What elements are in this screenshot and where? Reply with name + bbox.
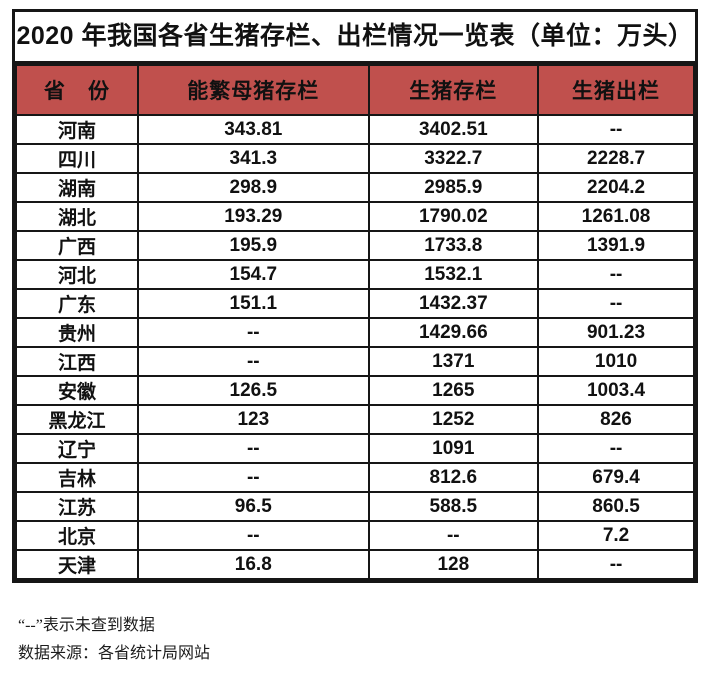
value-cell: 341.3 bbox=[137, 143, 370, 174]
value-cell: 1391.9 bbox=[537, 230, 695, 261]
value-cell: 812.6 bbox=[367, 462, 540, 493]
value-cell: 126.5 bbox=[137, 375, 370, 406]
value-cell: 860.5 bbox=[537, 491, 695, 522]
value-cell: -- bbox=[537, 259, 695, 290]
table-row: 黑龙江 123 1252 826 bbox=[14, 404, 695, 435]
province-cell: 安徽 bbox=[14, 375, 140, 406]
value-cell: 1265 bbox=[367, 375, 540, 406]
province-cell: 湖北 bbox=[14, 201, 140, 232]
table-panel: 2020 年我国各省生猪存栏、出栏情况一览表（单位：万头） 省 份 能繁母猪存栏… bbox=[12, 9, 698, 583]
value-cell: 7.2 bbox=[537, 520, 695, 551]
value-cell: 2985.9 bbox=[367, 172, 540, 203]
province-cell: 天津 bbox=[14, 549, 140, 580]
value-cell: -- bbox=[537, 114, 695, 145]
value-cell: 1532.1 bbox=[367, 259, 540, 290]
value-cell: 826 bbox=[537, 404, 695, 435]
header-sow-stock: 能繁母猪存栏 bbox=[137, 64, 370, 116]
province-cell: 辽宁 bbox=[14, 433, 140, 464]
value-cell: 298.9 bbox=[137, 172, 370, 203]
value-cell: 1003.4 bbox=[537, 375, 695, 406]
table-title: 2020 年我国各省生猪存栏、出栏情况一览表（单位：万头） bbox=[15, 12, 695, 64]
province-cell: 河北 bbox=[14, 259, 140, 290]
value-cell: -- bbox=[137, 462, 370, 493]
province-cell: 四川 bbox=[14, 143, 140, 174]
value-cell: 1252 bbox=[367, 404, 540, 435]
value-cell: 123 bbox=[137, 404, 370, 435]
header-row: 省 份 能繁母猪存栏 生猪存栏 生猪出栏 bbox=[14, 64, 695, 116]
value-cell: 151.1 bbox=[137, 288, 370, 319]
value-cell: 2228.7 bbox=[537, 143, 695, 174]
table-row: 广西 195.9 1733.8 1391.9 bbox=[14, 230, 695, 261]
table-row: 吉林 -- 812.6 679.4 bbox=[14, 462, 695, 493]
value-cell: 1371 bbox=[367, 346, 540, 377]
value-cell: 588.5 bbox=[367, 491, 540, 522]
province-cell: 黑龙江 bbox=[14, 404, 140, 435]
province-cell: 广西 bbox=[14, 230, 140, 261]
value-cell: -- bbox=[537, 288, 695, 319]
value-cell: 1790.02 bbox=[367, 201, 540, 232]
table-row: 安徽 126.5 1265 1003.4 bbox=[14, 375, 695, 406]
value-cell: -- bbox=[137, 346, 370, 377]
province-cell: 河南 bbox=[14, 114, 140, 145]
table-row: 四川 341.3 3322.7 2228.7 bbox=[14, 143, 695, 174]
province-cell: 江西 bbox=[14, 346, 140, 377]
value-cell: 1429.66 bbox=[367, 317, 540, 348]
value-cell: -- bbox=[367, 520, 540, 551]
province-cell: 吉林 bbox=[14, 462, 140, 493]
value-cell: 193.29 bbox=[137, 201, 370, 232]
province-cell: 贵州 bbox=[14, 317, 140, 348]
value-cell: 901.23 bbox=[537, 317, 695, 348]
province-cell: 湖南 bbox=[14, 172, 140, 203]
table-row: 辽宁 -- 1091 -- bbox=[14, 433, 695, 464]
value-cell: 3322.7 bbox=[367, 143, 540, 174]
header-pig-slaughter: 生猪出栏 bbox=[537, 64, 695, 116]
header-province: 省 份 bbox=[14, 64, 140, 116]
table-row: 江苏 96.5 588.5 860.5 bbox=[14, 491, 695, 522]
footnote-missing-data: “--”表示未查到数据 bbox=[18, 617, 155, 634]
province-cell: 北京 bbox=[14, 520, 140, 551]
table-row: 广东 151.1 1432.37 -- bbox=[14, 288, 695, 319]
value-cell: 2204.2 bbox=[537, 172, 695, 203]
table-row: 天津 16.8 128 -- bbox=[14, 549, 695, 580]
table-body: 河南 343.81 3402.51 -- 四川 341.3 3322.7 2228.7 湖南 29… bbox=[14, 114, 695, 580]
value-cell: 1091 bbox=[367, 433, 540, 464]
table-row: 河南 343.81 3402.51 -- bbox=[14, 114, 695, 145]
province-cell: 广东 bbox=[14, 288, 140, 319]
value-cell: 3402.51 bbox=[367, 114, 540, 145]
footnotes: “--”表示未查到数据 数据来源：各省统计局网站 bbox=[18, 612, 210, 668]
value-cell: 1733.8 bbox=[367, 230, 540, 261]
value-cell: 16.8 bbox=[137, 549, 370, 580]
table-row: 贵州 -- 1429.66 901.23 bbox=[14, 317, 695, 348]
table-header: 省 份 能繁母猪存栏 生猪存栏 生猪出栏 bbox=[14, 64, 695, 116]
value-cell: 96.5 bbox=[137, 491, 370, 522]
footnote-data-source: 数据来源：各省统计局网站 bbox=[18, 645, 211, 662]
table-row: 江西 -- 1371 1010 bbox=[14, 346, 695, 377]
value-cell: 1261.08 bbox=[537, 201, 695, 232]
value-cell: 1010 bbox=[537, 346, 695, 377]
table-row: 河北 154.7 1532.1 -- bbox=[14, 259, 695, 290]
table-row: 湖北 193.29 1790.02 1261.08 bbox=[14, 201, 695, 232]
value-cell: 128 bbox=[367, 549, 540, 580]
value-cell: -- bbox=[537, 549, 695, 580]
table-row: 湖南 298.9 2985.9 2204.2 bbox=[14, 172, 695, 203]
value-cell: -- bbox=[537, 433, 695, 464]
header-pig-stock: 生猪存栏 bbox=[367, 64, 540, 116]
table-row: 北京 -- -- 7.2 bbox=[14, 520, 695, 551]
province-cell: 江苏 bbox=[14, 491, 140, 522]
value-cell: -- bbox=[137, 520, 370, 551]
pig-stock-table: 省 份 能繁母猪存栏 生猪存栏 生猪出栏 河南 343.81 3402.51 -- 四川… bbox=[14, 64, 695, 580]
value-cell: 343.81 bbox=[137, 114, 370, 145]
value-cell: -- bbox=[137, 433, 370, 464]
value-cell: 679.4 bbox=[537, 462, 695, 493]
value-cell: 1432.37 bbox=[367, 288, 540, 319]
value-cell: 195.9 bbox=[137, 230, 370, 261]
value-cell: -- bbox=[137, 317, 370, 348]
value-cell: 154.7 bbox=[137, 259, 370, 290]
